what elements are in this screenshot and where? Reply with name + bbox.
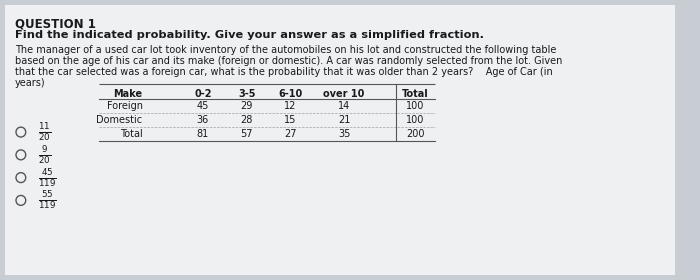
Text: 12: 12 (284, 101, 297, 111)
Text: 57: 57 (241, 129, 253, 139)
Text: 3-5: 3-5 (238, 88, 256, 99)
Text: over 10: over 10 (323, 88, 365, 99)
Text: 35: 35 (338, 129, 350, 139)
Text: 100: 100 (406, 115, 424, 125)
Text: 100: 100 (406, 101, 424, 111)
Text: QUESTION 1: QUESTION 1 (15, 17, 96, 30)
Text: 6-10: 6-10 (279, 88, 302, 99)
Text: 200: 200 (406, 129, 424, 139)
Text: Foreign: Foreign (106, 101, 143, 111)
Text: Find the indicated probability. Give your answer as a simplified fraction.: Find the indicated probability. Give you… (15, 30, 484, 40)
Text: 14: 14 (338, 101, 350, 111)
Text: Total: Total (120, 129, 143, 139)
Text: 21: 21 (338, 115, 350, 125)
Text: Make: Make (113, 88, 143, 99)
Text: 0-2: 0-2 (194, 88, 211, 99)
Text: 81: 81 (197, 129, 209, 139)
Text: Domestic: Domestic (97, 115, 143, 125)
Text: $\frac{45}{119}$: $\frac{45}{119}$ (38, 167, 57, 188)
Text: 28: 28 (241, 115, 253, 125)
Text: 29: 29 (241, 101, 253, 111)
Text: $\frac{9}{20}$: $\frac{9}{20}$ (38, 144, 52, 166)
Text: based on the age of his car and its make (foreign or domestic). A car was random: based on the age of his car and its make… (15, 56, 562, 66)
Text: 45: 45 (197, 101, 209, 111)
Text: The manager of a used car lot took inventory of the automobiles on his lot and c: The manager of a used car lot took inven… (15, 45, 557, 55)
Text: 15: 15 (284, 115, 297, 125)
Text: $\frac{55}{119}$: $\frac{55}{119}$ (38, 190, 57, 211)
Text: $\frac{11}{20}$: $\frac{11}{20}$ (38, 121, 52, 143)
Text: that the car selected was a foreign car, what is the probability that it was old: that the car selected was a foreign car,… (15, 67, 553, 77)
Text: years): years) (15, 78, 46, 88)
FancyBboxPatch shape (6, 5, 675, 275)
Text: 36: 36 (197, 115, 209, 125)
Text: Total: Total (402, 88, 428, 99)
Text: 27: 27 (284, 129, 297, 139)
